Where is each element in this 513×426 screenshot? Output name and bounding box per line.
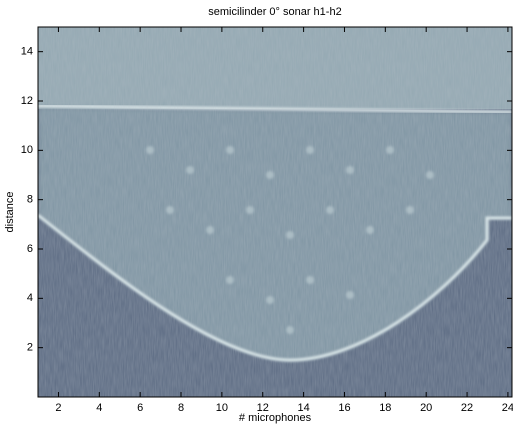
y-tick-label: 14 (21, 46, 33, 58)
y-tick-label: 10 (21, 144, 33, 156)
y-axis-label: distance (4, 192, 16, 233)
heatmap-image (38, 27, 512, 397)
x-tick-label: 20 (420, 402, 432, 414)
x-tick-label: 14 (297, 402, 309, 414)
x-tick-label: 12 (257, 402, 269, 414)
x-tick-label: 10 (216, 402, 228, 414)
x-tick-label: 22 (461, 402, 473, 414)
x-tick-label: 4 (96, 402, 102, 414)
x-tick-label: 18 (379, 402, 391, 414)
y-tick-label: 6 (27, 243, 33, 255)
x-axis-label: # microphones (239, 412, 312, 424)
x-tick-label: 2 (55, 402, 61, 414)
x-tick-label: 6 (137, 402, 143, 414)
y-tick-label: 4 (27, 292, 33, 304)
chart-title: semicilinder 0° sonar h1-h2 (208, 6, 341, 18)
y-tick-label: 2 (27, 342, 33, 354)
y-tick-label: 12 (21, 95, 33, 107)
x-tick-label: 24 (502, 402, 513, 414)
x-tick-label: 16 (338, 402, 350, 414)
y-tick-label: 8 (27, 194, 33, 206)
x-tick-label: 8 (178, 402, 184, 414)
plot-frame (37, 26, 513, 398)
